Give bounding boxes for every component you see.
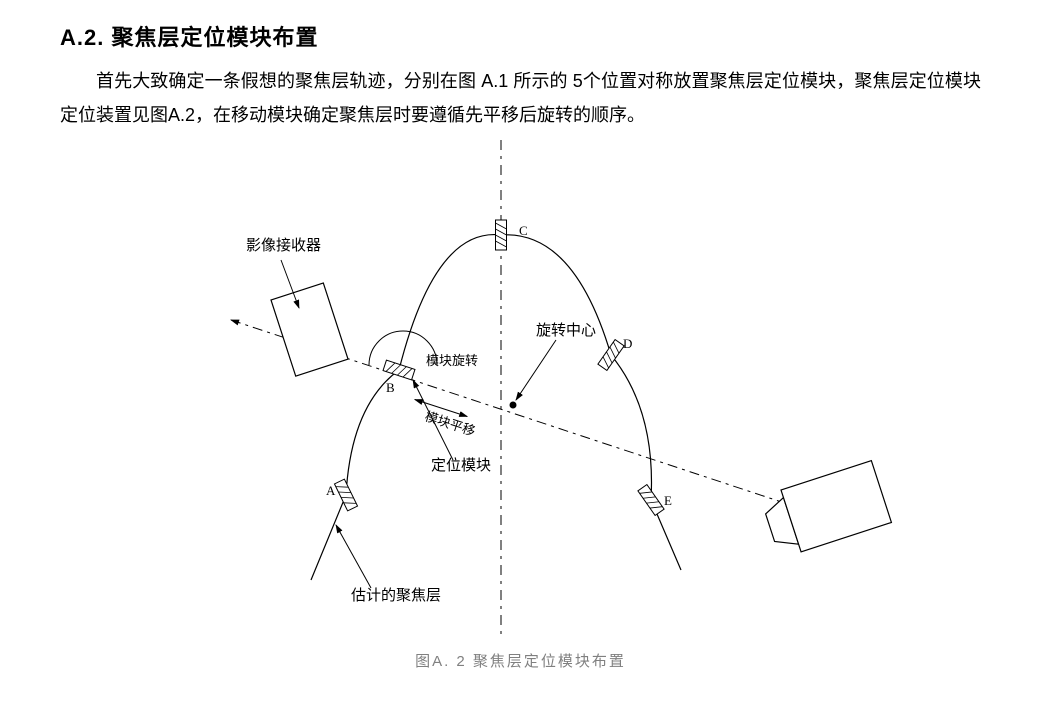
- section-heading: A.2. 聚焦层定位模块布置: [60, 20, 981, 52]
- figure-a2: 影像接收器旋转中心模块旋转模块平移定位模块估计的聚焦层 A B C D E 图A. 2 聚…: [60, 140, 981, 671]
- svg-text:C: C: [519, 223, 528, 238]
- svg-text:模块平移: 模块平移: [423, 409, 477, 439]
- section-paragraph: 首先大致确定一条假想的聚焦层轨迹，分别在图 A.1 所示的 5个位置对称放置聚焦…: [60, 64, 981, 132]
- figure-caption: 图A. 2 聚焦层定位模块布置: [415, 650, 626, 671]
- figure-svg: 影像接收器旋转中心模块旋转模块平移定位模块估计的聚焦层 A B C D E: [141, 140, 901, 640]
- svg-text:估计的聚焦层: 估计的聚焦层: [351, 587, 441, 604]
- svg-text:E: E: [664, 493, 672, 508]
- svg-text:A: A: [326, 483, 336, 498]
- svg-text:定位模块: 定位模块: [431, 457, 491, 474]
- svg-text:旋转中心: 旋转中心: [536, 322, 596, 339]
- svg-text:D: D: [623, 336, 632, 351]
- svg-text:B: B: [386, 380, 395, 395]
- svg-text:模块旋转: 模块旋转: [426, 353, 478, 368]
- svg-text:影像接收器: 影像接收器: [246, 237, 321, 254]
